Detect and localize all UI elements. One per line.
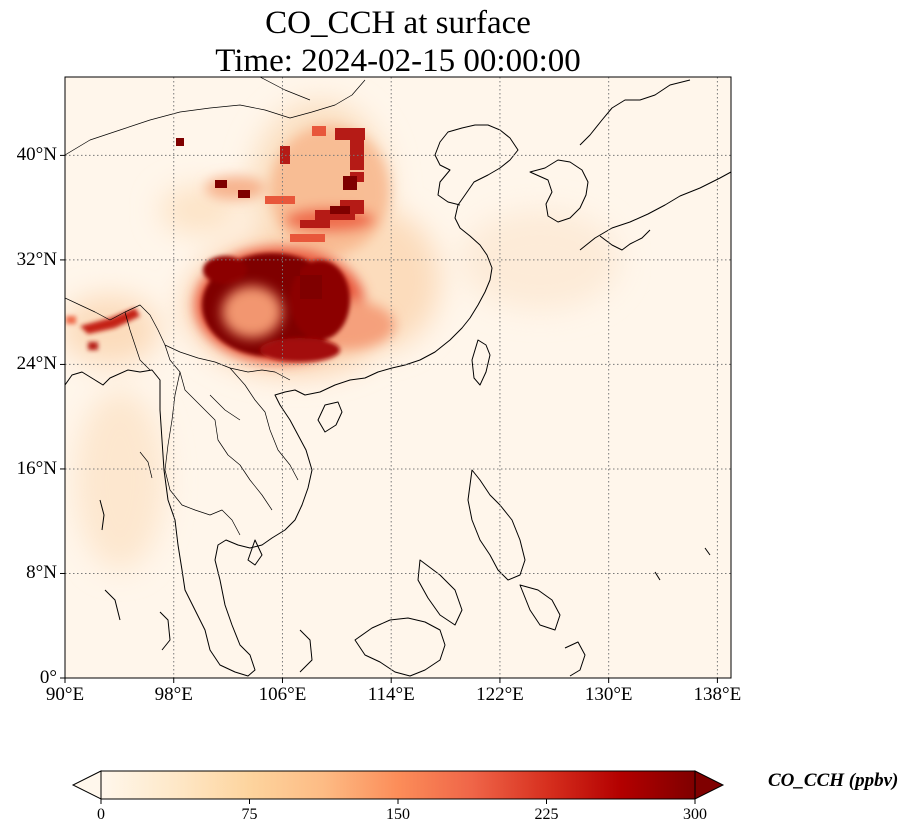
coastlines [65, 79, 731, 677]
co-plume-west [66, 308, 140, 350]
colorbar-tick-label: 300 [683, 806, 707, 823]
lon-tick-label: 130°E [584, 684, 633, 705]
lat-tick-label: 24°N [16, 353, 57, 375]
map-gridlines [65, 77, 731, 678]
colorbar-tick-label: 225 [534, 806, 559, 823]
map-time-subtitle: Time: 2024-02-15 00:00:00 [215, 43, 581, 79]
colorbar-tick-label: 0 [97, 806, 105, 823]
lon-tick-label: 106°E [258, 684, 307, 705]
lat-tick-label: 32°N [16, 248, 57, 270]
colorbar-tick-label: 150 [386, 806, 410, 823]
colorbar-label: CO_CCH (ppbv) [768, 770, 899, 791]
lat-tick-label: 40°N [16, 144, 57, 166]
lat-tick-label: 8°N [26, 562, 57, 584]
co-plume-sichuan [195, 247, 395, 363]
map-title: CO_CCH at surface [265, 5, 531, 41]
lat-tick-label: 16°N [16, 457, 57, 479]
lon-tick-label: 138°E [693, 684, 742, 705]
map-background [65, 77, 731, 678]
lon-tick-label: 98°E [154, 684, 193, 705]
colorbar-bar [100, 770, 696, 800]
colorbar-extend-min [71, 770, 102, 800]
lon-tick-label: 90°E [45, 684, 85, 705]
colorbar [71, 770, 725, 804]
colorbar-extend-max [694, 770, 725, 800]
axis-ticks [60, 154, 718, 683]
lon-tick-label: 122°E [476, 684, 524, 705]
colorbar-tick-label: 75 [241, 806, 258, 823]
lat-tick-label: 0° [39, 667, 57, 688]
country-borders [65, 77, 366, 536]
lon-tick-label: 114°E [367, 684, 415, 705]
map-frame [64, 76, 732, 679]
